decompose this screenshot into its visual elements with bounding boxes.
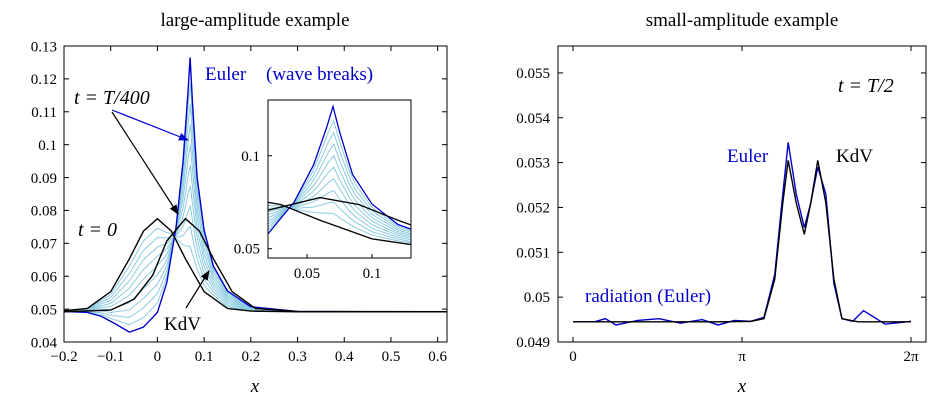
inset-kdv-t0-curve [268,201,411,246]
inset-frame [267,99,412,259]
inset-series [268,104,411,246]
left-y-tick-label: 0.1 [38,138,57,154]
arrow-to-euler [111,109,189,141]
right-y-tick-label: 0.055 [516,66,550,82]
right-y-tick-label: 0.049 [516,335,550,351]
left-x-tick-label: 0.5 [382,349,401,365]
right-x-axis-label: x [737,376,747,397]
right-x-tick-label: π [738,349,746,365]
left-plot-frame [63,45,448,343]
inset-axes: 0.05 0.1 0.05 0.1 [234,149,382,282]
annotation-kdv-right: KdV [836,146,873,167]
annotation-wave-breaks: (wave breaks) [266,64,373,85]
annotation-euler: Euler [205,64,247,85]
right-panel: small-amplitude example 0 π 2π 0.049 0.05 0.0… [516,10,927,397]
left-euler-curve [64,57,447,333]
inset-x-tick-label: 0.1 [363,266,382,282]
left-x-tick-label: 0.6 [428,349,447,365]
annotation-t-T2: t = T/2 [838,75,894,97]
right-axes: 0 π 2π 0.049 0.05 0.051 0.052 0.053 0.054 0.055 [516,46,926,365]
left-x-tick-label: 0 [154,349,162,365]
left-x-axis-label: x [250,376,260,397]
arrow-to-kdv-curve [185,270,210,309]
right-y-tick-label: 0.053 [516,156,550,172]
inset-y-tick-label: 0.05 [234,242,260,258]
right-title: small-amplitude example [646,10,839,31]
right-x-tick-label: 0 [569,349,577,365]
right-y-tick-label: 0.051 [516,245,550,261]
right-y-tick-label: 0.052 [516,200,550,216]
annotation-euler-right: Euler [727,146,769,167]
right-y-tick-label: 0.05 [524,290,550,306]
left-x-tick-label: −0.2 [50,349,77,365]
left-y-tick-label: 0.13 [31,39,57,55]
inset-intermediate-curve [268,119,411,232]
annotation-radiation: radiation (Euler) [585,286,711,307]
left-y-tick-label: 0.11 [31,105,57,121]
inset-intermediate-curve [268,143,411,235]
right-y-tick-label: 0.054 [516,111,550,127]
inset-intermediate-curve [268,204,411,244]
left-title: large-amplitude example [160,10,349,31]
right-series [573,142,912,326]
left-kdv-t0-curve [64,217,447,313]
annotation-kdv-left: KdV [164,314,201,335]
left-x-tick-label: 0.2 [241,349,260,365]
left-y-tick-label: 0.09 [31,171,57,187]
left-y-tick-label: 0.12 [31,72,57,88]
inset-intermediate-curve [268,201,411,242]
inset: 0.05 0.1 0.05 0.1 [234,99,412,282]
left-kdv-curve [64,217,447,313]
left-y-tick-label: 0.04 [31,335,58,351]
right-x-tick-label: 2π [903,349,919,365]
right-kdv-curve [573,160,911,323]
left-y-tick-label: 0.07 [31,237,58,253]
inset-x-tick-label: 0.05 [294,266,320,282]
inset-y-tick-label: 0.1 [241,149,260,165]
left-panel: large-amplitude example −0.2 −0.1 0 0.1 0.2 0… [31,10,448,397]
left-x-tick-label: −0.1 [97,349,124,365]
inset-intermediate-curve [268,189,411,241]
left-y-tick-label: 0.05 [31,302,57,318]
left-x-tick-label: 0.3 [288,349,307,365]
left-x-tick-label: 0.1 [195,349,214,365]
left-series [64,57,447,333]
right-plot-frame [557,45,927,343]
arrow-to-kdv-t400 [111,111,179,215]
annotation-t-T400: t = T/400 [74,87,150,109]
left-y-tick-label: 0.08 [31,204,57,220]
left-x-tick-label: 0.4 [335,349,354,365]
inset-kdv-curve [268,196,411,226]
left-axes: −0.2 −0.1 0 0.1 0.2 0.3 0.4 0.5 0.6 0.04 0.05 0.06 0… [31,39,448,365]
annotation-t-0: t = 0 [78,219,117,241]
inset-euler-curve [268,104,411,235]
left-y-tick-label: 0.06 [31,269,58,285]
